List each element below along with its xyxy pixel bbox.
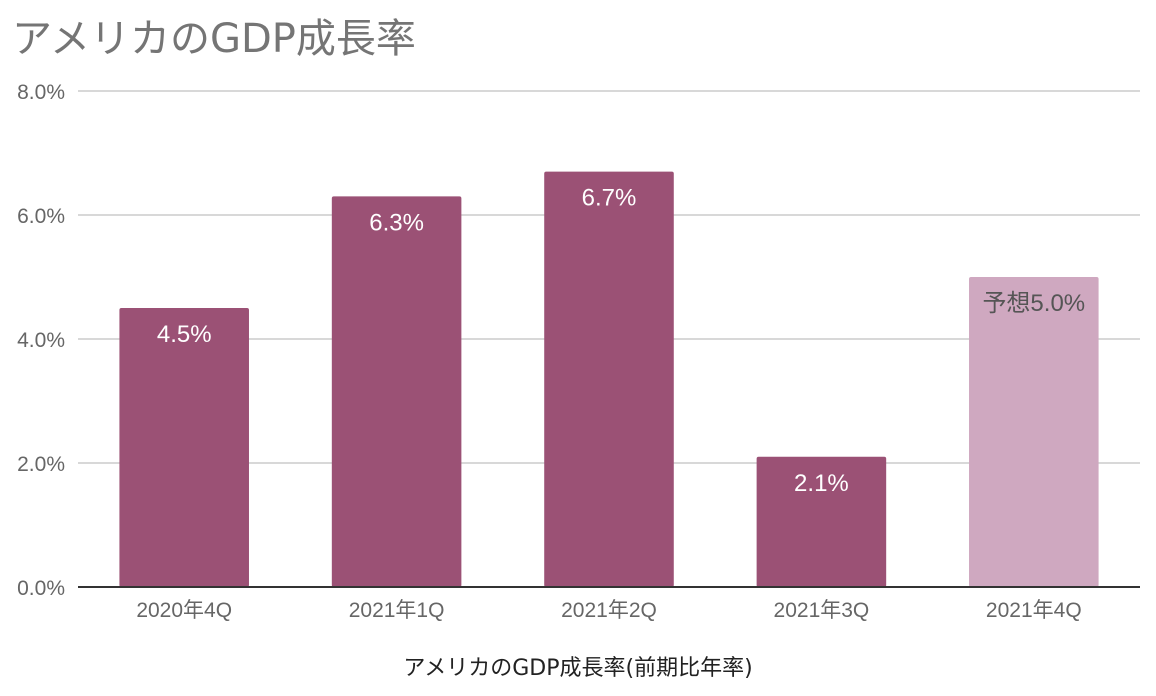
- x-tick-label: 2020年4Q: [136, 599, 232, 622]
- bar: [544, 171, 674, 587]
- x-tick-label: 2021年2Q: [561, 599, 657, 622]
- x-tick-label: 2021年4Q: [986, 599, 1082, 622]
- bar: [969, 277, 1099, 587]
- data-label: 2.1%: [794, 470, 849, 497]
- data-labels: 4.5% 6.3% 6.7% 2.1% 予想5.0%: [157, 185, 1085, 497]
- bars: [119, 171, 1099, 587]
- x-axis-title: アメリカのGDP成長率(前期比年率): [403, 656, 753, 681]
- y-tick-label: 6.0%: [17, 205, 65, 228]
- bar: [119, 308, 249, 587]
- x-tick-label: 2021年1Q: [349, 599, 445, 622]
- y-tick-label: 8.0%: [17, 81, 65, 104]
- y-axis-ticks: 0.0% 2.0% 4.0% 6.0% 8.0%: [17, 81, 65, 600]
- y-tick-label: 2.0%: [17, 453, 65, 476]
- data-label: 予想5.0%: [982, 290, 1085, 317]
- data-label: 6.7%: [582, 185, 637, 212]
- y-tick-label: 0.0%: [17, 577, 65, 600]
- bar: [331, 196, 462, 587]
- x-axis-ticks: 2020年4Q 2021年1Q 2021年2Q 2021年3Q 2021年4Q: [136, 599, 1081, 622]
- y-tick-label: 4.0%: [17, 329, 65, 352]
- chart-title: アメリカのGDP成長率: [12, 16, 416, 62]
- bar: [756, 456, 887, 587]
- data-label: 4.5%: [157, 321, 212, 348]
- x-tick-label: 2021年3Q: [774, 599, 870, 622]
- data-label: 6.3%: [369, 209, 424, 236]
